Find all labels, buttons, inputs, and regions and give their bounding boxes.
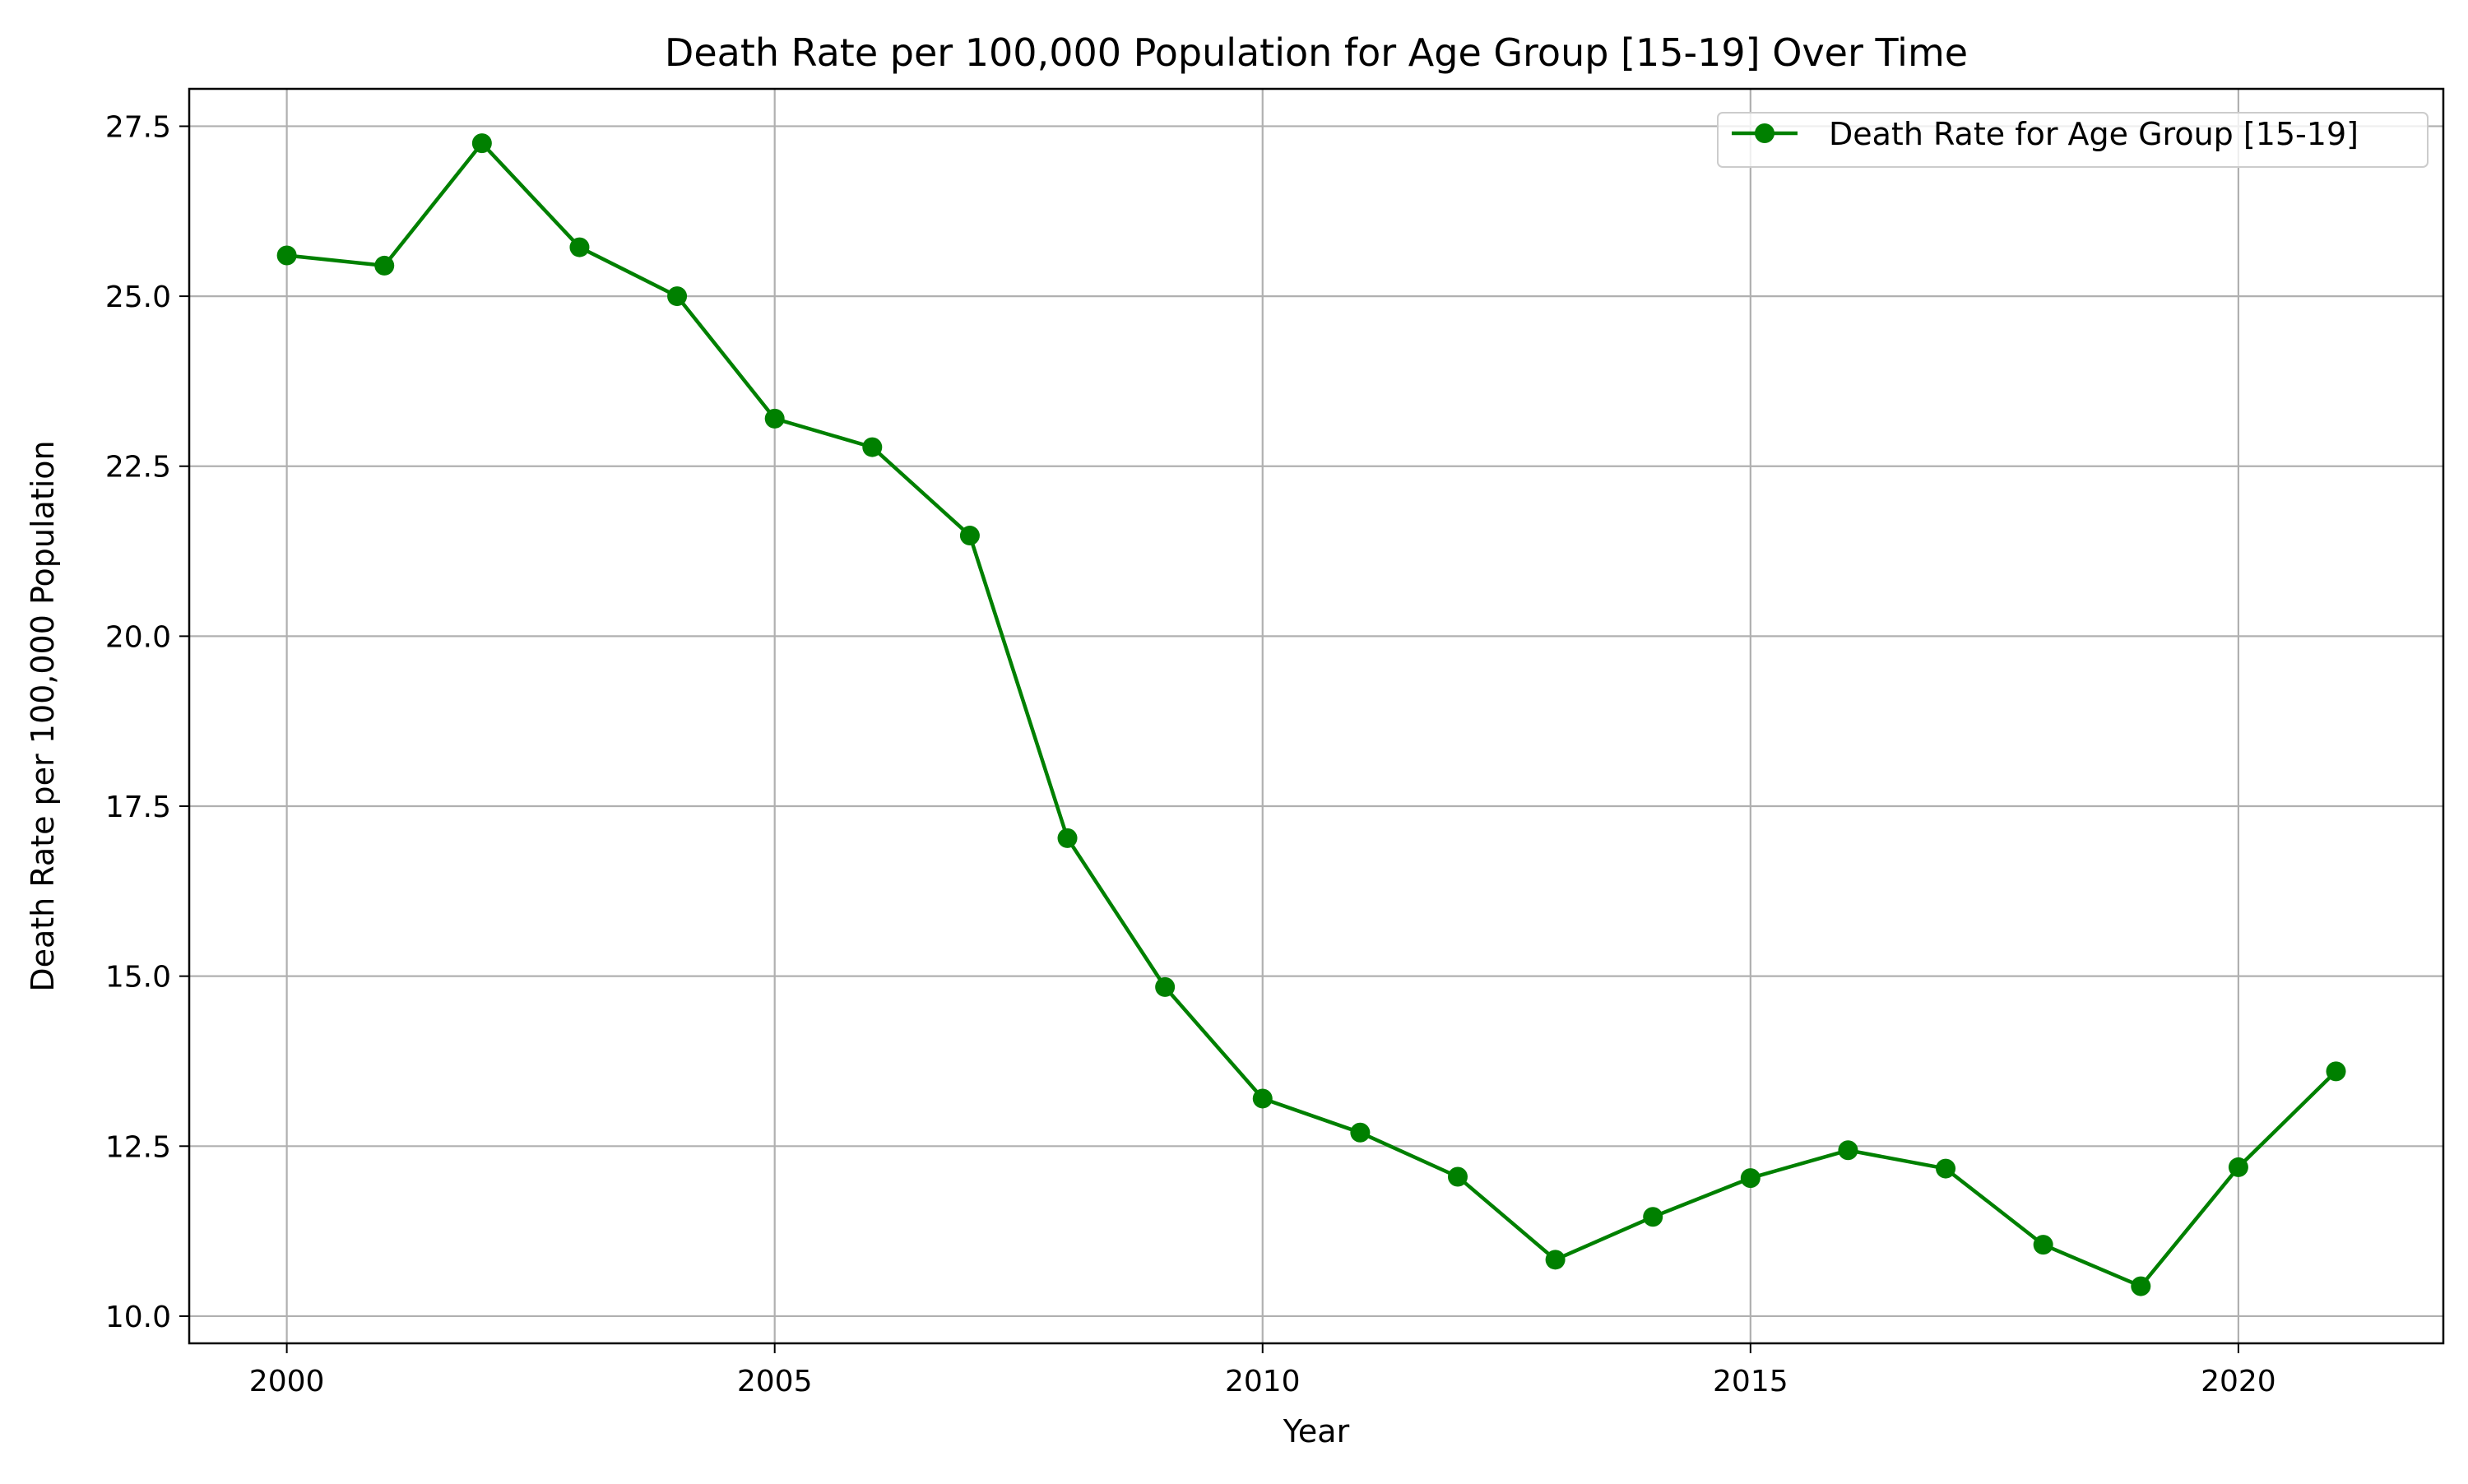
data-point [276, 245, 297, 266]
x-tick-label: 2020 [2201, 1365, 2276, 1398]
legend-label: Death Rate for Age Group [15-19] [1829, 116, 2359, 152]
data-point [1252, 1088, 1273, 1109]
chart-title: Death Rate per 100,000 Population for Ag… [665, 30, 1968, 75]
x-tick-label: 2005 [737, 1365, 813, 1398]
y-tick-label: 20.0 [105, 620, 171, 654]
data-point [2228, 1157, 2248, 1177]
data-point [1057, 828, 1078, 848]
data-point [764, 408, 785, 429]
legend-marker-swatch [1755, 123, 1774, 143]
y-tick-label: 17.5 [105, 791, 171, 824]
x-axis-label: Year [1283, 1413, 1350, 1449]
data-point [1936, 1158, 1956, 1179]
data-point [2326, 1061, 2346, 1082]
data-point [1447, 1166, 1468, 1187]
data-point [862, 437, 883, 457]
y-tick-label: 25.0 [105, 281, 171, 314]
data-point [569, 237, 590, 257]
data-point [471, 133, 492, 154]
legend: Death Rate for Age Group [15-19] [1717, 112, 2429, 168]
legend-box [1717, 112, 2429, 168]
y-tick-label: 10.0 [105, 1301, 171, 1334]
data-point [667, 286, 688, 307]
data-point [1155, 976, 1176, 997]
x-tick-label: 2015 [1713, 1365, 1788, 1398]
data-point [1545, 1250, 1566, 1270]
y-tick-label: 12.5 [105, 1130, 171, 1164]
y-axis-label: Death Rate per 100,000 Population [25, 440, 61, 991]
data-point [374, 255, 395, 276]
data-point [959, 526, 980, 546]
data-point [2131, 1276, 2151, 1296]
y-tick-label: 15.0 [105, 961, 171, 995]
y-tick-label: 22.5 [105, 451, 171, 485]
data-point [1350, 1122, 1371, 1143]
data-point [1740, 1168, 1761, 1189]
data-point [1838, 1140, 1858, 1161]
series-line [286, 141, 2338, 1288]
data-point [2033, 1235, 2053, 1255]
x-tick-label: 2010 [1225, 1365, 1301, 1398]
plot-area-frame [188, 87, 2445, 1345]
y-tick-label: 27.5 [105, 110, 171, 144]
data-point [1643, 1207, 1663, 1227]
x-tick-label: 2000 [249, 1365, 325, 1398]
axis-ticks: 2000 2005 2010 2015 2020 10.0 12.5 15.0 17.5 20.0… [105, 110, 2276, 1398]
series-layer [276, 133, 2346, 1296]
